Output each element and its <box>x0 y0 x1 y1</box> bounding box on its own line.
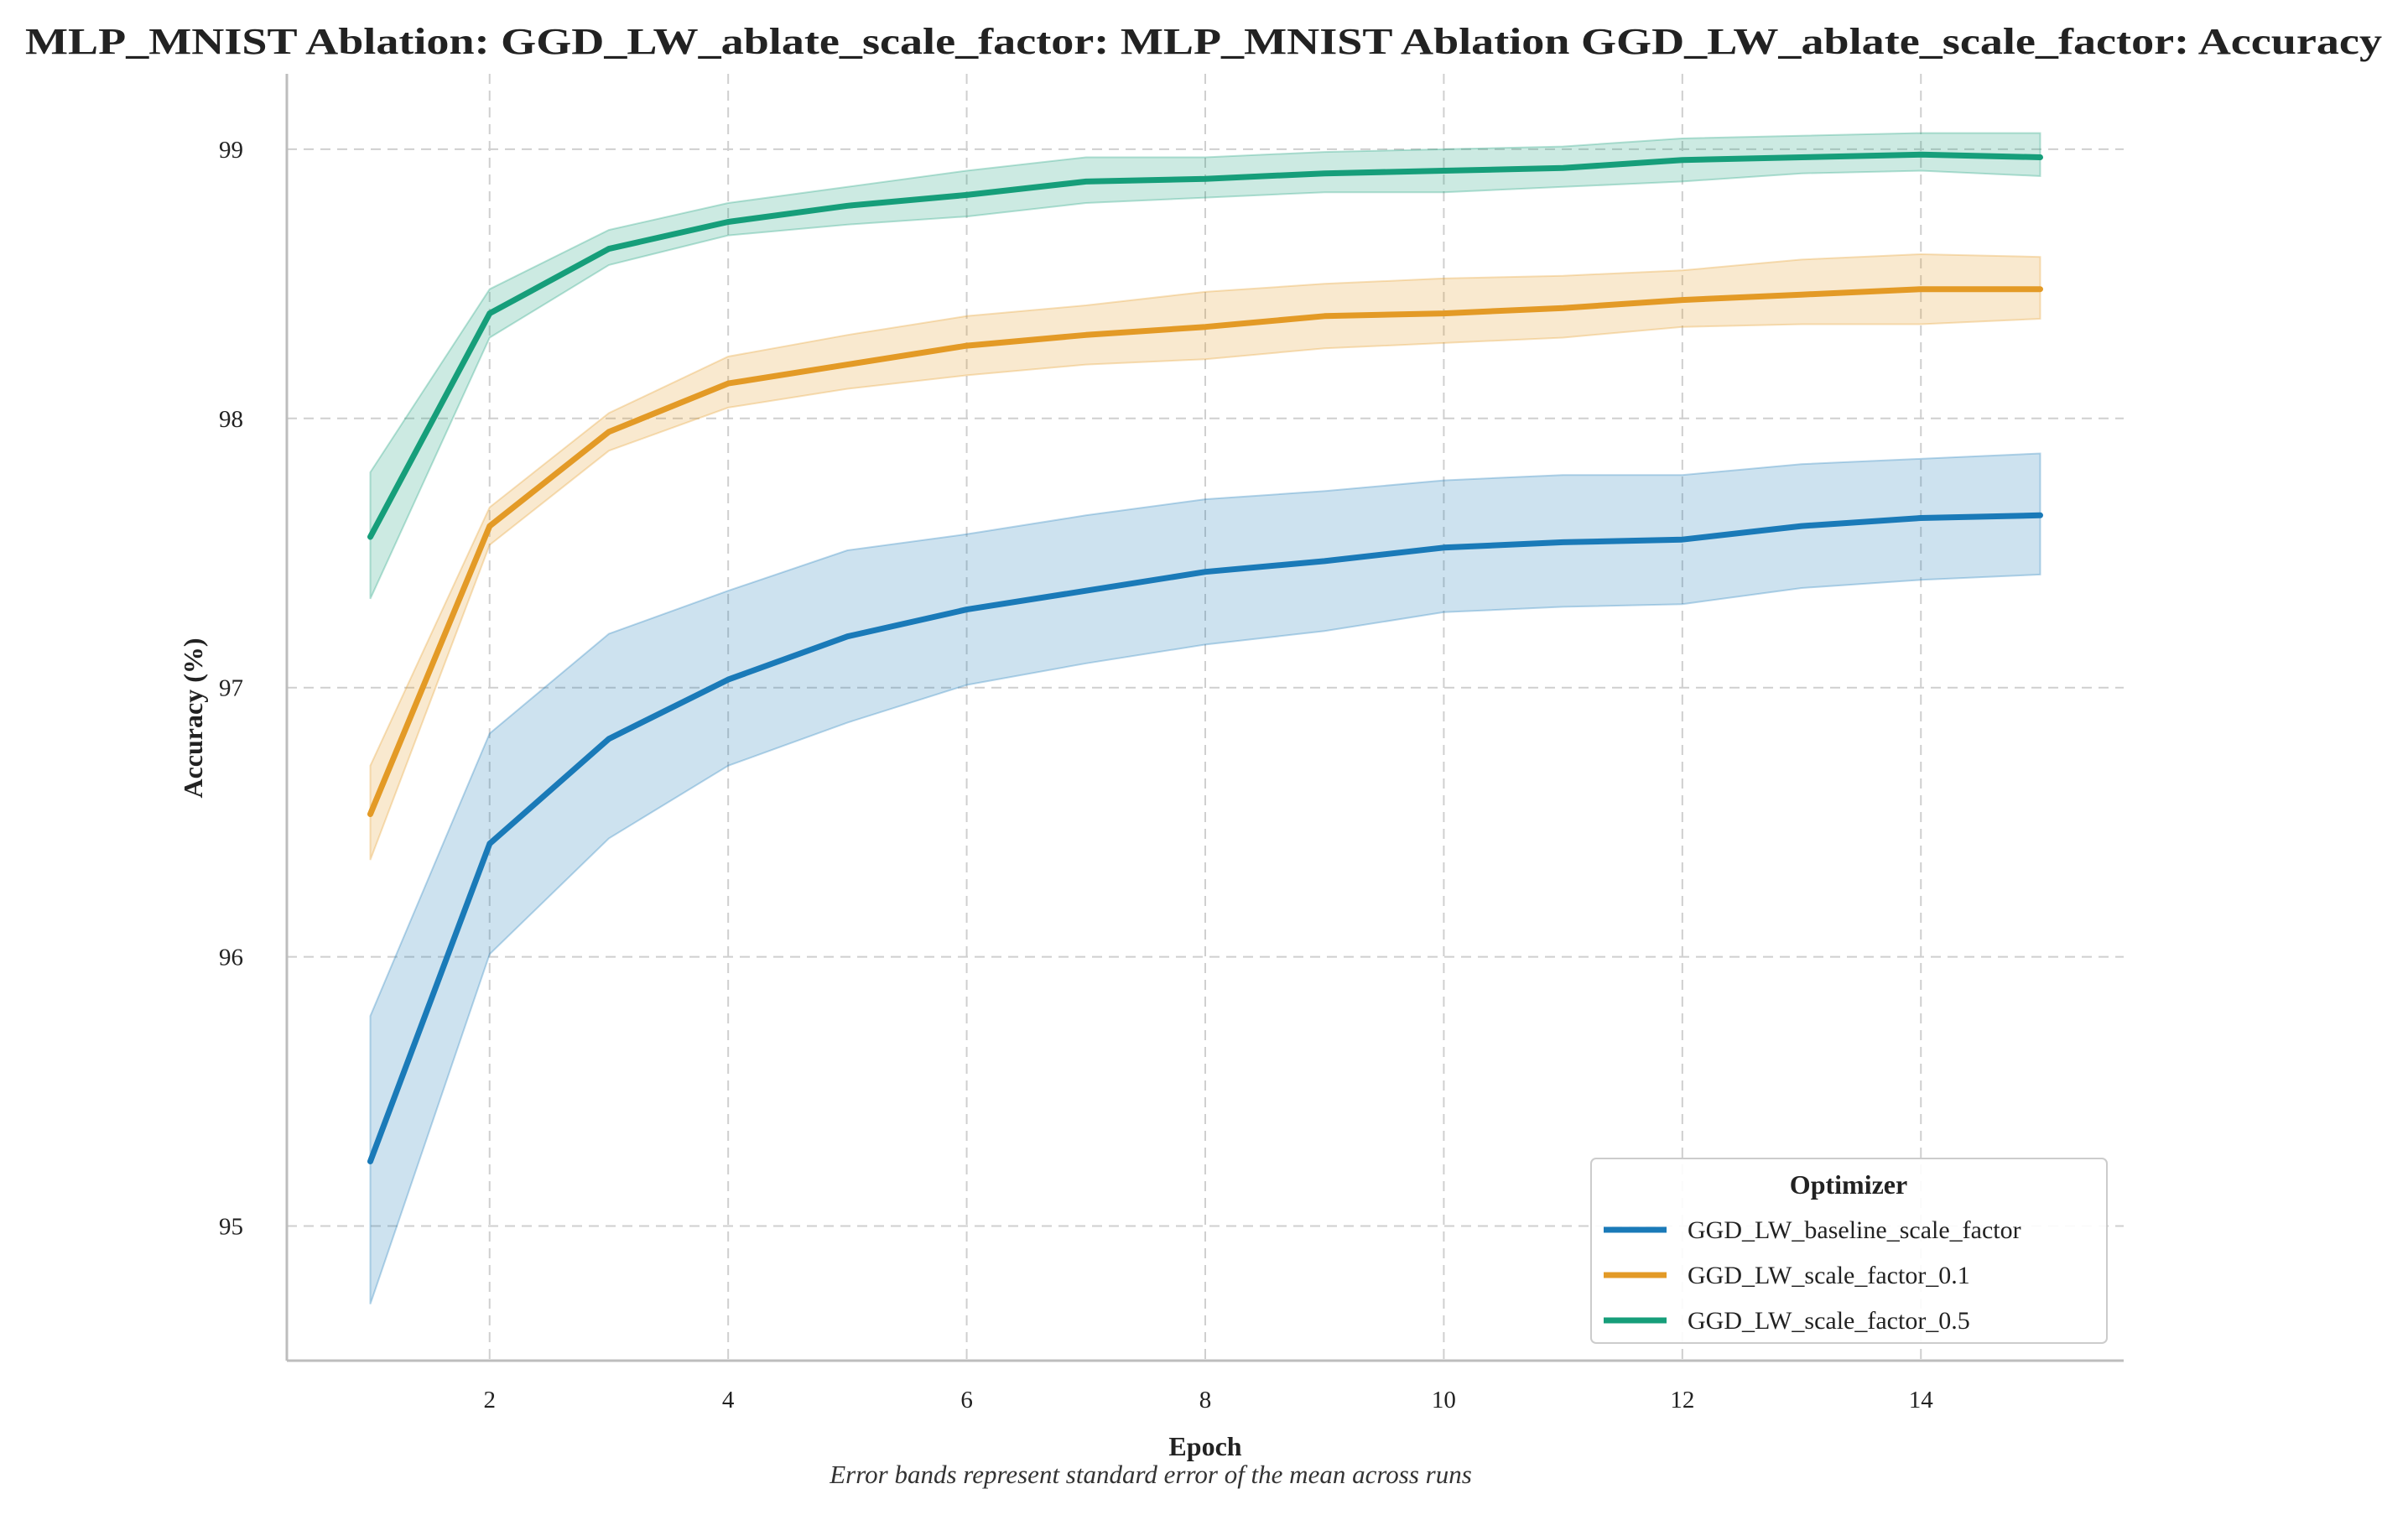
y-tick-label: 96 <box>219 945 243 971</box>
y-axis-label: Accuracy (%) <box>178 638 208 798</box>
x-tick-label: 14 <box>1909 1387 1934 1413</box>
x-tick-label: 12 <box>1670 1387 1694 1413</box>
chart-title: MLP_MNIST Ablation: GGD_LW_ablate_scale_… <box>25 21 2382 62</box>
series-line <box>367 151 2043 540</box>
x-tick-label: 4 <box>722 1387 735 1413</box>
y-tick-label: 97 <box>219 675 243 702</box>
series-line <box>367 512 2043 1164</box>
x-axis-label: Epoch <box>1168 1431 1241 1461</box>
x-tick-label: 8 <box>1199 1387 1212 1413</box>
series-lines <box>367 151 2043 1164</box>
y-tick-label: 98 <box>219 406 243 433</box>
error-band <box>369 452 2041 1304</box>
error-bands <box>369 132 2041 1304</box>
x-tick-label: 2 <box>484 1387 497 1413</box>
legend-entry-label: GGD_LW_scale_factor_0.1 <box>1688 1262 1970 1289</box>
legend-items: GGD_LW_baseline_scale_factor GGD_LW_scale… <box>1604 1216 2021 1335</box>
y-tick-label: 95 <box>219 1214 243 1241</box>
error-band <box>369 252 2041 861</box>
grid-lines <box>287 74 2124 1361</box>
y-tick-label: 99 <box>219 137 243 164</box>
legend-entry-label: GGD_LW_scale_factor_0.5 <box>1688 1307 1970 1335</box>
legend-entry-label: GGD_LW_baseline_scale_factor <box>1688 1216 2021 1244</box>
x-tick-labels: 2 4 6 8 10 12 14 <box>484 1387 1934 1413</box>
x-tick-label: 10 <box>1432 1387 1456 1413</box>
series-line <box>367 286 2043 817</box>
error-band <box>369 132 2041 600</box>
legend-box <box>1590 1158 2108 1344</box>
legend-title: Optimizer <box>1790 1169 1907 1200</box>
chart-caption: Error bands represent standard error of … <box>829 1460 1472 1489</box>
y-tick-labels: 95 96 97 98 99 <box>219 137 243 1241</box>
legend: Optimizer GGD_LW_baseline_scale_factorGG… <box>1590 1158 2108 1344</box>
x-tick-label: 6 <box>960 1387 973 1413</box>
